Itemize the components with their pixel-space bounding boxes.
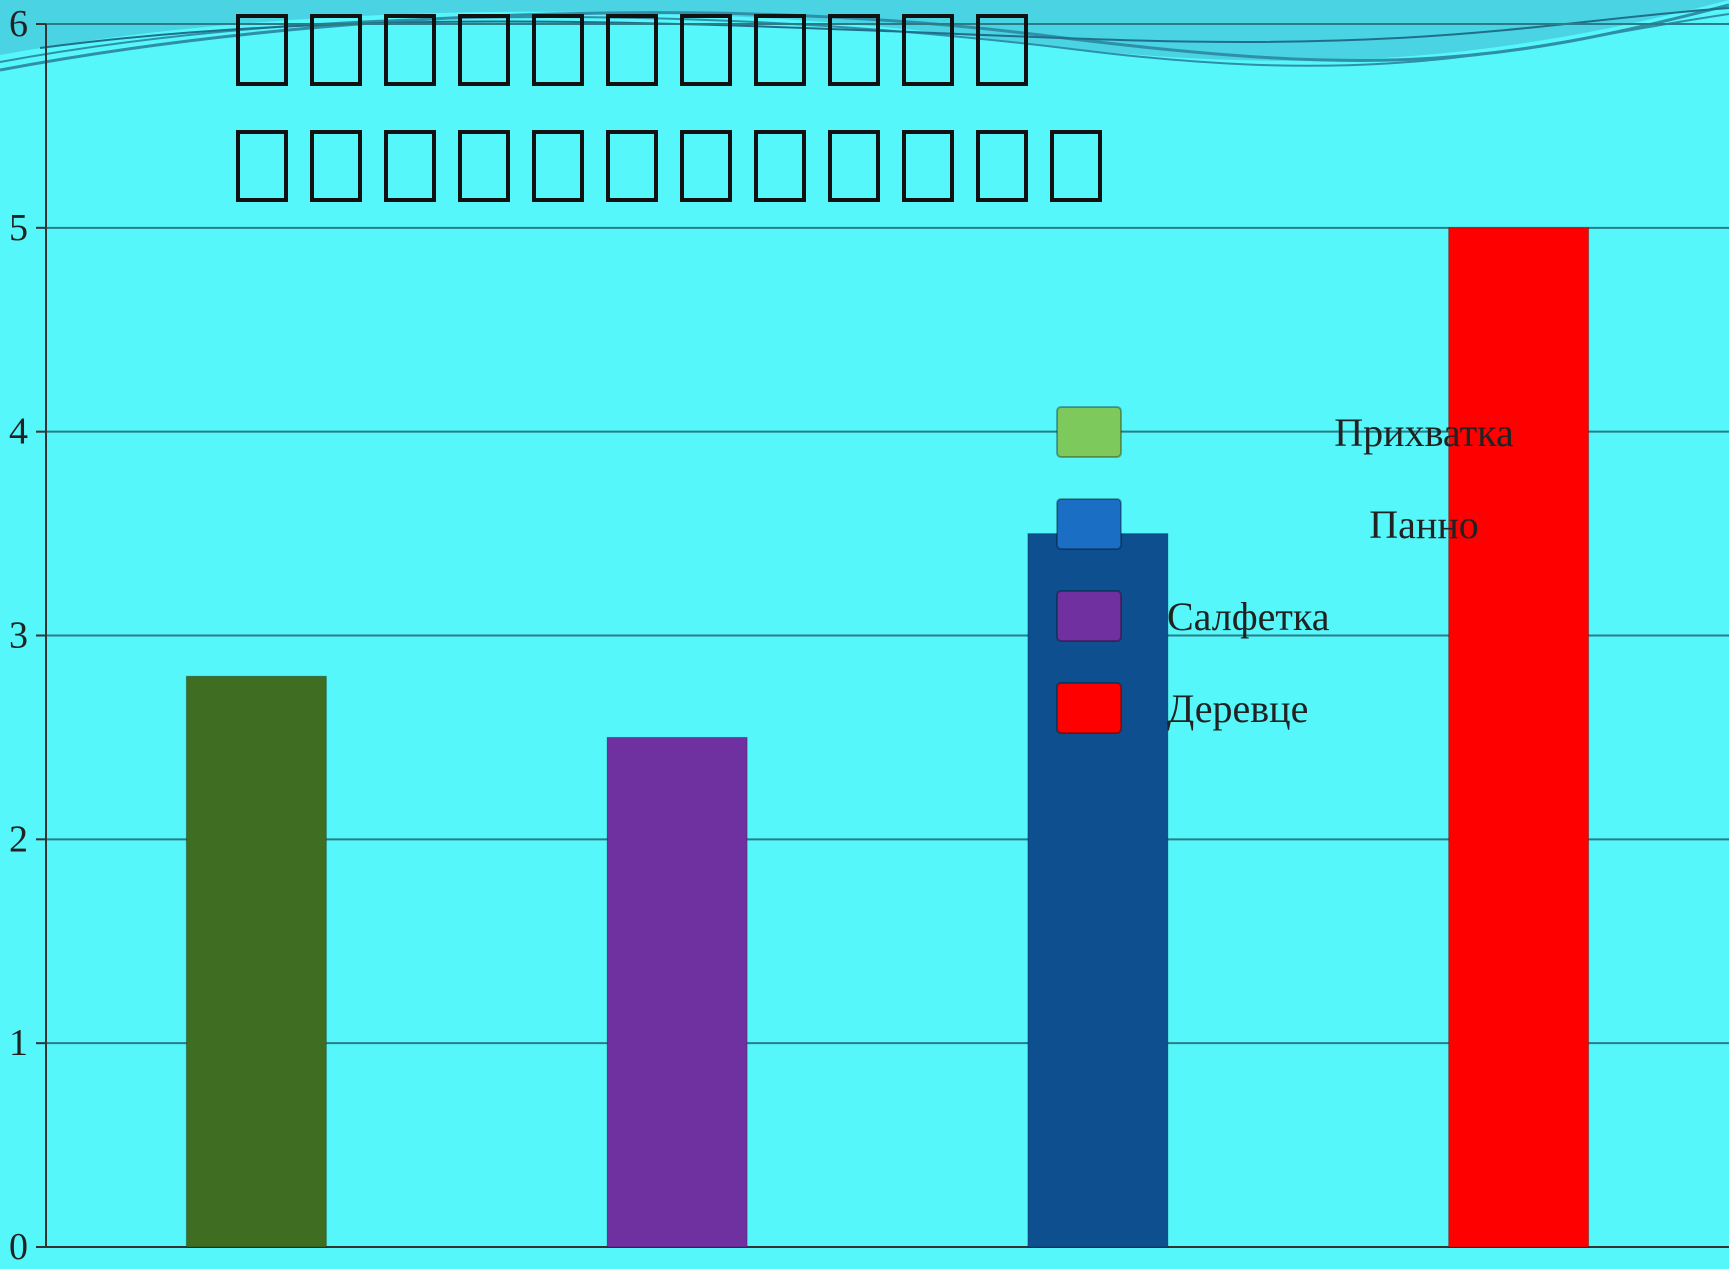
legend-swatch bbox=[1056, 498, 1122, 550]
title-glyph-box bbox=[236, 14, 288, 86]
y-tick-label: 6 bbox=[9, 3, 28, 45]
legend-label: Прихватка bbox=[1334, 410, 1514, 455]
title-glyph-box bbox=[458, 14, 510, 86]
y-tick-label: 5 bbox=[9, 207, 28, 249]
y-tick-label: 2 bbox=[9, 818, 28, 860]
title-glyph-box bbox=[532, 14, 584, 86]
title-glyph-box bbox=[680, 14, 732, 86]
y-tick-label: 4 bbox=[9, 411, 28, 453]
bar-1 bbox=[185, 675, 327, 1248]
title-glyph-box bbox=[458, 130, 510, 202]
bonsai-tree-sunset-icon bbox=[1230, 860, 1700, 1230]
y-tick-label: 0 bbox=[9, 1226, 28, 1268]
legend-label: Деревце bbox=[1167, 686, 1308, 731]
axes: 0 1 2 3 4 5 6 bbox=[9, 3, 1729, 1268]
legend-label: Салфетка bbox=[1167, 594, 1330, 639]
title-glyph-box bbox=[976, 14, 1028, 86]
y-tick-label: 3 bbox=[9, 615, 28, 657]
title-glyph-box bbox=[902, 14, 954, 86]
title-glyph-box bbox=[384, 14, 436, 86]
title-glyph-box bbox=[606, 130, 658, 202]
title-glyph-box bbox=[310, 130, 362, 202]
title-glyph-box bbox=[532, 130, 584, 202]
title-glyph-box bbox=[236, 130, 288, 202]
title-glyph-box bbox=[828, 14, 880, 86]
title-glyph-box bbox=[606, 14, 658, 86]
title-row-1 bbox=[236, 14, 1028, 86]
title-glyph-box bbox=[754, 14, 806, 86]
legend-swatch bbox=[1056, 590, 1122, 642]
legend-swatch bbox=[1056, 406, 1122, 458]
title-glyph-box bbox=[754, 130, 806, 202]
bar-2 bbox=[606, 736, 748, 1248]
legend-label: Панно bbox=[1369, 502, 1478, 547]
title-glyph-box bbox=[680, 130, 732, 202]
title-glyph-box bbox=[384, 130, 436, 202]
y-tick-label: 1 bbox=[9, 1022, 28, 1064]
title-row-2 bbox=[236, 130, 1102, 202]
bar-3 bbox=[1027, 533, 1169, 1248]
title-glyph-box bbox=[1050, 130, 1102, 202]
legend: Прихватка Панно Салфетка Деревце bbox=[1056, 406, 1514, 734]
title-glyph-box bbox=[976, 130, 1028, 202]
title-glyph-box bbox=[828, 130, 880, 202]
title-glyph-box bbox=[902, 130, 954, 202]
title-glyph-box bbox=[310, 14, 362, 86]
legend-swatch bbox=[1056, 682, 1122, 734]
